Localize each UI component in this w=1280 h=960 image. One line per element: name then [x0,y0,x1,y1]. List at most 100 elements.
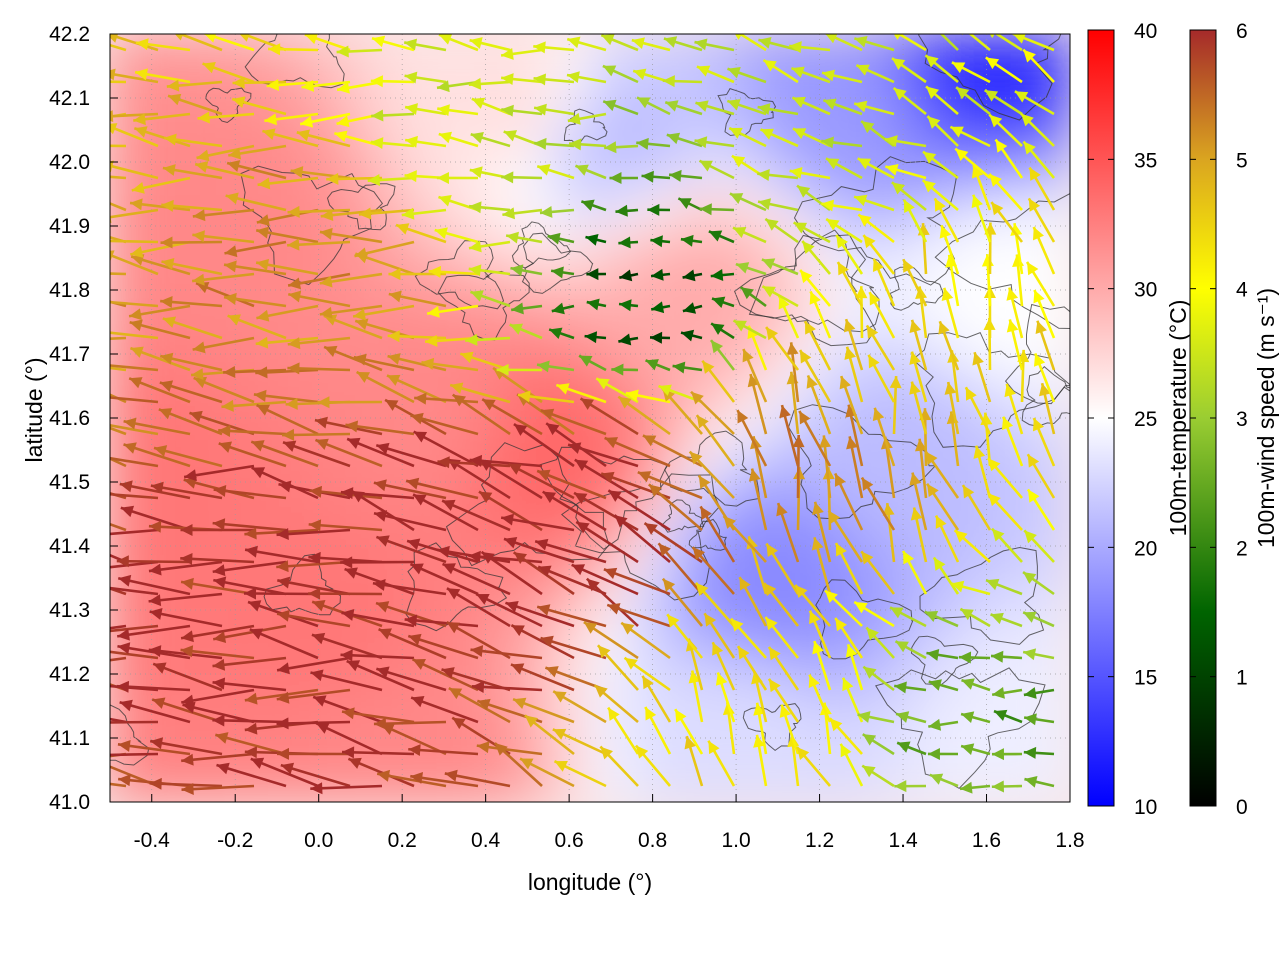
wind-vector-head [348,757,362,769]
wind-vector-head [826,219,840,231]
wind-vector-head [758,37,772,49]
wind-vector-head [766,543,778,557]
wind-vector-head [130,246,144,258]
wind-vector-head [695,582,709,596]
wind-vector-head [985,57,1000,70]
wind-vector [244,688,319,702]
wind-vector-head [869,292,881,306]
wind-vector-head [71,187,84,198]
wind-vector-head [513,697,527,710]
wind-vector-head [600,746,614,760]
wind-vector-head [1032,418,1045,432]
temperature-colorbar-ticks: 10 15 20 25 30 35 40 [1088,20,1157,819]
wind-vector-head [1023,49,1036,63]
wind-vector-head [117,642,131,655]
wind-vector-head [68,140,80,152]
wind-vector-head [665,100,679,112]
wind-vector-head [1006,287,1019,301]
wind-vector-head [533,73,547,86]
wind-vector-head [819,702,832,716]
wind-vector-head [926,86,940,99]
wind-vector-head [336,115,350,128]
wind-vector-head [408,744,421,757]
wind-vector-head [202,61,216,74]
wind-vector-head [388,268,401,281]
wind-vector-head [244,587,257,600]
temperature-cell [828,531,872,574]
wind-vector-head [776,503,788,517]
temperature-cell [308,339,352,382]
wind-vector-head [569,138,582,151]
wind-vector-head [133,113,146,126]
wind-vector [994,34,1023,52]
temperature-cell [948,147,992,190]
wind-vector-head [353,308,366,321]
wind-vector-head [129,377,143,389]
wind-vector-head [476,593,490,605]
temperature-cell [348,262,392,305]
wind-vector-head [277,662,290,675]
wind-vector-head [989,174,1002,187]
temperature-cell [388,185,432,228]
wind-vector [212,718,287,724]
wind-vector-head [438,195,452,207]
wind-vector-head [753,734,765,748]
wind-vector-head [893,34,902,40]
wind-vector [212,521,287,532]
wind-vector-head [619,269,633,282]
wind-vector-head [950,126,964,138]
wind-vector-head [408,633,422,646]
wind-vector-head [340,649,353,662]
wind-vector [110,553,127,564]
wind-vector [110,175,127,180]
wind-vector-head [276,528,289,540]
wind-vector-head [688,670,701,684]
wind-vector-head [223,365,236,378]
wind-vector-head [961,678,975,690]
wind-vector [182,703,255,724]
wind-vector-head [129,319,143,332]
wind-vector-head [796,746,810,761]
wind-vector-head [793,222,808,234]
wind-vector-head [353,353,367,366]
wind-vector-head [123,442,137,454]
wind-vector-head [733,320,747,332]
wind-vector-head [319,275,333,288]
wind-vector-head [621,622,635,635]
wind-vector-head [1027,489,1040,503]
wind-vector-head [378,628,392,640]
wind-vector-head [757,103,771,115]
wind-vector-head [195,161,209,173]
wind-vector-head [972,352,984,366]
x-tick-label: 1.2 [805,829,834,852]
wind-vector-head [854,194,868,207]
wind-vector-head [468,240,482,253]
wind-vector-head [866,627,879,641]
temperature-cell [228,646,272,689]
wind-vector [373,481,447,500]
wind-vector-head [662,75,675,88]
wind-vector-head [891,58,906,71]
wind-vector-head [249,628,264,640]
wind-vector-head [637,97,651,109]
wind-vector-head [309,485,323,498]
contour-line [875,667,1046,790]
wind-vector-head [520,758,534,770]
wind-vector-head [712,642,724,656]
wind-vector [110,426,127,436]
wind-vector-head [320,209,334,222]
wind-vector-head [508,463,522,475]
wind-vector-head [973,445,986,459]
wind-vector [110,720,159,724]
wind-vector-head [1023,648,1037,661]
wind-vector-head [956,87,970,100]
wind-vector-head [825,34,838,44]
wind-vector-head [662,578,676,592]
wind-vector [896,34,927,52]
wind-vector-head [257,177,271,190]
wind-vector [512,551,575,596]
wind-vector-head [245,545,258,558]
wind-vector [441,499,511,532]
wind-vector-head [765,218,779,231]
wind-vector-head [308,551,321,564]
